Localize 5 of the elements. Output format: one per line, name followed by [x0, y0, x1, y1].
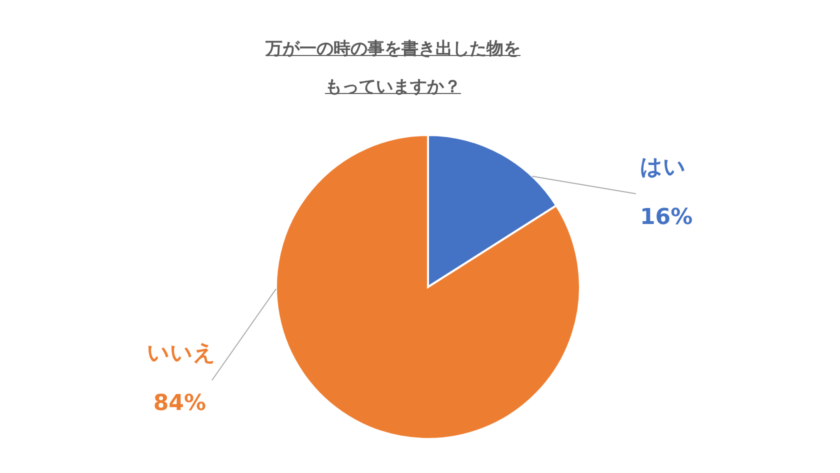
data-label: 84% [153, 391, 206, 416]
title: 万が一の時の事を書き出した物をもっていますか？ [264, 38, 522, 99]
slice-label: はい [640, 154, 686, 180]
slice-label: いいえ [147, 341, 216, 366]
data-label: 16% [640, 204, 693, 230]
